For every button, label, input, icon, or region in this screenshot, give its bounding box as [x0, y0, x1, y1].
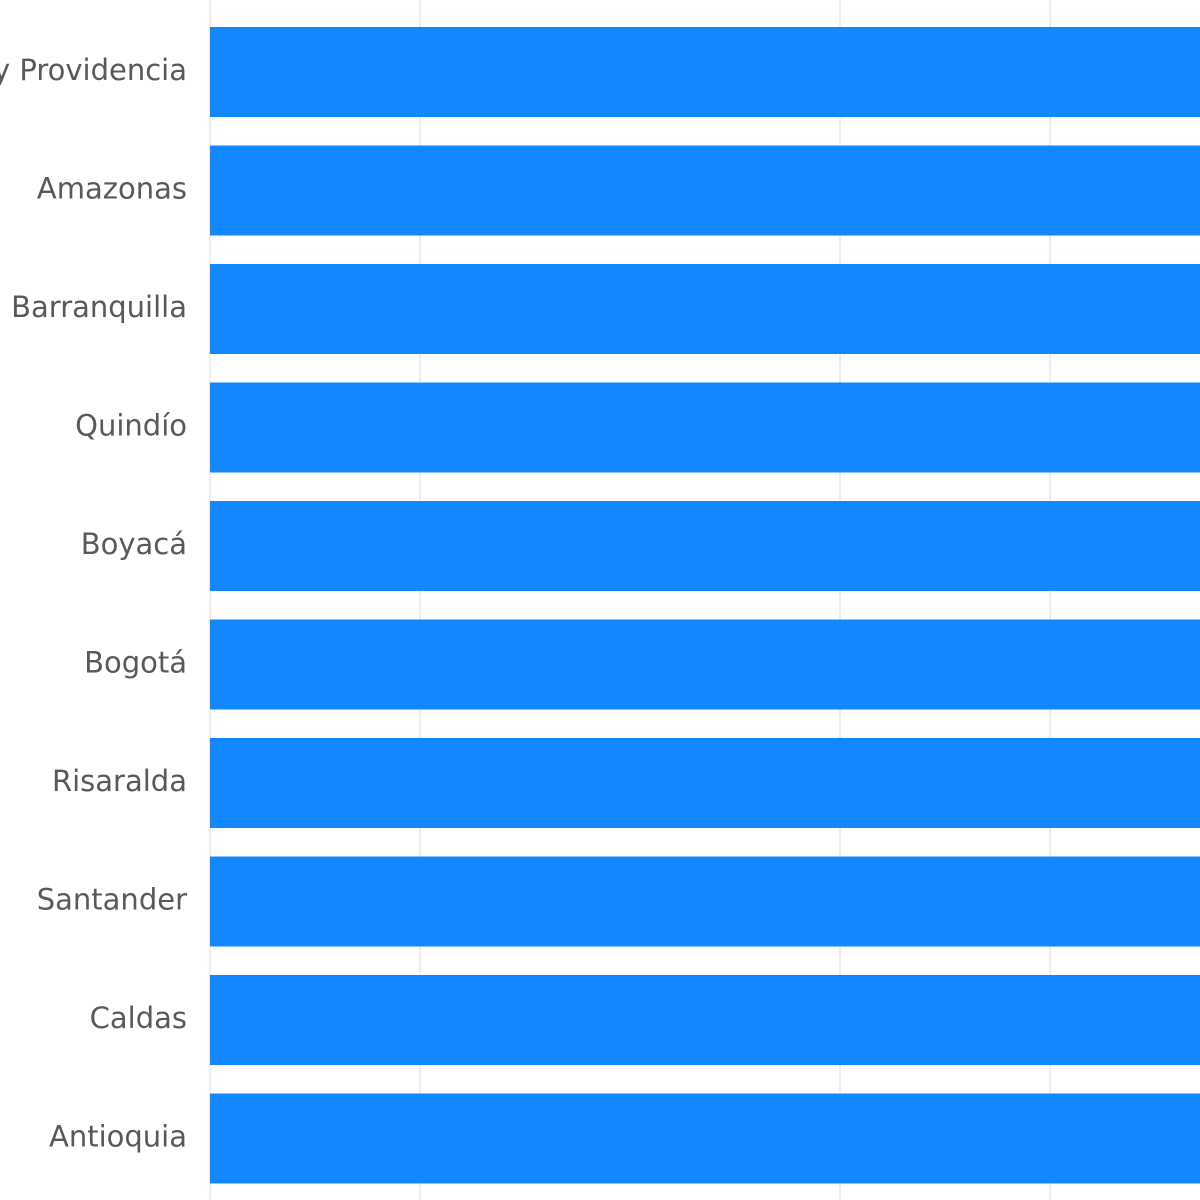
bar	[210, 145, 1200, 236]
category-label: Boyacá	[81, 527, 187, 561]
bar	[210, 975, 1200, 1065]
bar	[210, 856, 1200, 947]
bar	[210, 264, 1200, 354]
category-label: Caldas	[90, 1001, 187, 1035]
category-labels: San Andrés y Providencia Amazonas Barranqu…	[0, 53, 187, 1154]
category-label: Risaralda	[52, 764, 187, 798]
bars	[210, 27, 1200, 1184]
category-label: Amazonas	[37, 172, 187, 206]
bar	[210, 1093, 1200, 1184]
category-label: Santander	[37, 883, 187, 917]
bar	[210, 619, 1200, 710]
bar	[210, 382, 1200, 473]
bar	[210, 27, 1200, 117]
category-label: Antioquia	[49, 1120, 187, 1154]
category-label: Barranquilla	[11, 290, 187, 324]
category-label: San Andrés y Providencia	[0, 53, 187, 87]
bar	[210, 501, 1200, 591]
category-label: Bogotá	[84, 646, 187, 680]
category-label: Quindío	[75, 409, 187, 443]
bar	[210, 738, 1200, 828]
